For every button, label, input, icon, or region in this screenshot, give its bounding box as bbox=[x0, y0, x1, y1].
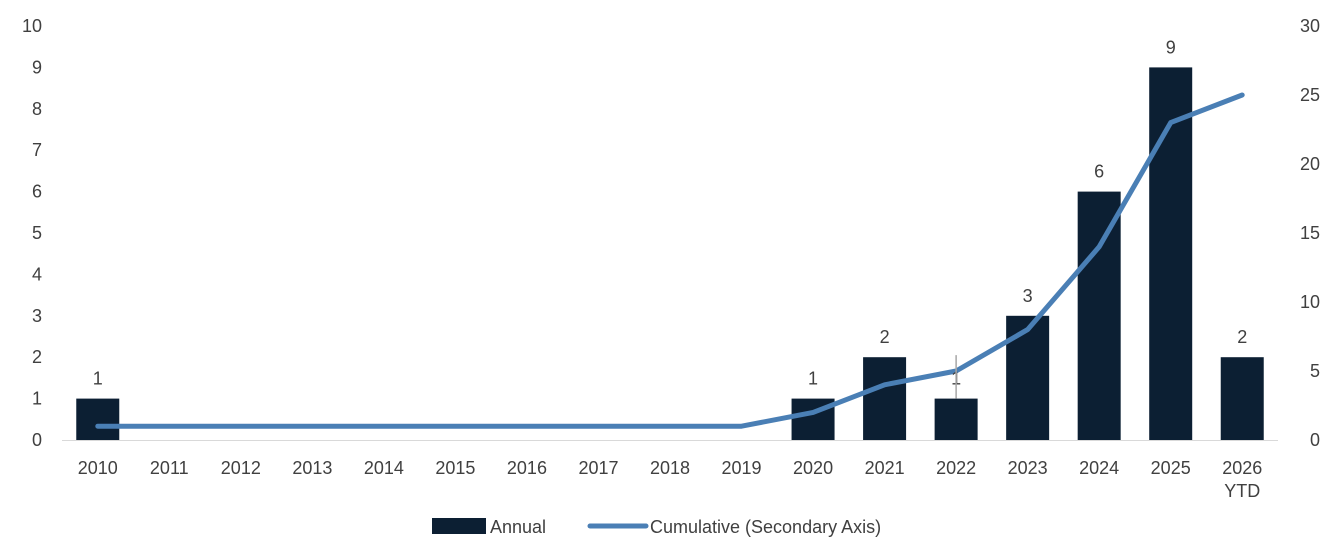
bar-data-label: 2 bbox=[1237, 327, 1247, 347]
x-axis-ticks: 2010 2011 2012 2013 2014 2015 2016 2017 2018 2019… bbox=[78, 458, 1263, 501]
bar bbox=[1149, 67, 1193, 441]
bar-data-label: 6 bbox=[1094, 162, 1104, 182]
legend-swatch-annual bbox=[432, 518, 486, 534]
x-tick-label: 2016 bbox=[507, 458, 547, 478]
bar-data-label: 2 bbox=[880, 327, 890, 347]
bar bbox=[1077, 191, 1121, 440]
line-series-cumulative bbox=[95, 92, 1245, 429]
y-primary-tick-label: 7 bbox=[32, 140, 42, 160]
x-tick-label: 2018 bbox=[650, 458, 690, 478]
y-secondary-tick-label: 5 bbox=[1310, 361, 1320, 381]
x-tick-label: 2022 bbox=[936, 458, 976, 478]
x-tick-label: 2020 bbox=[793, 458, 833, 478]
bar-data-label: 3 bbox=[1023, 286, 1033, 306]
y-primary-tick-label: 3 bbox=[32, 306, 42, 326]
x-tick-label: 2012 bbox=[221, 458, 261, 478]
bar-data-label: 1 bbox=[808, 369, 818, 389]
legend-label-annual: Annual bbox=[490, 517, 546, 537]
bar bbox=[934, 398, 978, 440]
x-tick-label: 2017 bbox=[578, 458, 618, 478]
bar bbox=[1006, 315, 1050, 440]
y-primary-tick-label: 8 bbox=[32, 99, 42, 119]
y-axis-secondary-ticks: 0 5 10 15 20 25 30 bbox=[1300, 16, 1320, 450]
x-tick-label: 2010 bbox=[78, 458, 118, 478]
legend: Annual Cumulative (Secondary Axis) bbox=[432, 517, 881, 537]
bar-data-labels: 11213692 bbox=[93, 37, 1247, 399]
x-tick-label: 2015 bbox=[435, 458, 475, 478]
y-secondary-tick-label: 20 bbox=[1300, 154, 1320, 174]
x-tick-label: 2019 bbox=[722, 458, 762, 478]
y-primary-tick-label: 4 bbox=[32, 264, 42, 284]
y-primary-tick-label: 5 bbox=[32, 223, 42, 243]
bar bbox=[863, 357, 907, 440]
x-tick-label: 2013 bbox=[292, 458, 332, 478]
y-primary-tick-label: 2 bbox=[32, 347, 42, 367]
x-tick-label: 2021 bbox=[865, 458, 905, 478]
y-primary-tick-label: 1 bbox=[32, 389, 42, 409]
bar-data-label: 9 bbox=[1166, 37, 1176, 57]
x-tick-label: 2025 bbox=[1151, 458, 1191, 478]
legend-label-cumulative: Cumulative (Secondary Axis) bbox=[650, 517, 881, 537]
y-primary-tick-label: 10 bbox=[22, 16, 42, 36]
cumulative-line bbox=[95, 92, 1245, 429]
x-tick-label: 2011 bbox=[150, 458, 189, 478]
bar bbox=[76, 398, 120, 440]
x-tick-label: 2023 bbox=[1008, 458, 1048, 478]
y-primary-tick-label: 9 bbox=[32, 57, 42, 77]
y-secondary-tick-label: 10 bbox=[1300, 292, 1320, 312]
x-tick-label: 2014 bbox=[364, 458, 404, 478]
y-secondary-tick-label: 25 bbox=[1300, 85, 1320, 105]
y-secondary-tick-label: 15 bbox=[1300, 223, 1320, 243]
y-axis-primary-ticks: 0 1 2 3 4 5 6 7 8 9 10 bbox=[22, 16, 42, 450]
y-primary-tick-label: 6 bbox=[32, 182, 42, 202]
bar-series-annual bbox=[76, 67, 1264, 441]
x-tick-label: 2024 bbox=[1079, 458, 1119, 478]
y-secondary-tick-label: 0 bbox=[1310, 430, 1320, 450]
x-tick-label: 2026 YTD bbox=[1222, 458, 1262, 501]
y-primary-tick-label: 0 bbox=[32, 430, 42, 450]
bar-data-label: 1 bbox=[93, 369, 103, 389]
bar bbox=[1220, 357, 1264, 440]
y-secondary-tick-label: 30 bbox=[1300, 16, 1320, 36]
